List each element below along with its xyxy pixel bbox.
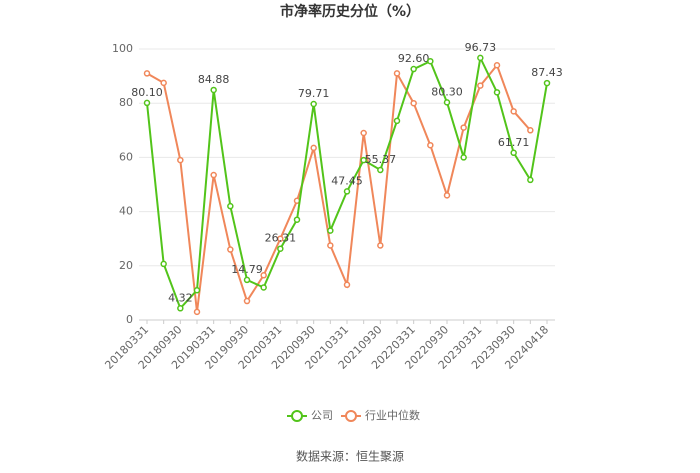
data-point [360,156,367,164]
data-point [510,108,517,115]
y-tick-label: 0 [126,313,133,326]
data-point [443,192,451,199]
data-label: 4.32 [168,291,193,304]
data-point [493,89,501,96]
data-point [260,272,267,279]
data-point [343,281,351,289]
y-tick-label: 60 [119,150,133,163]
data-point [310,100,317,108]
data-point [293,216,301,223]
data-point [543,79,551,87]
legend-label: 公司 [311,409,333,422]
data-label: 84.88 [198,73,230,86]
legend-swatch [291,410,303,422]
data-point [493,62,501,69]
series-line [146,63,532,312]
data-point [393,70,401,77]
data-point [460,124,467,131]
data-point [193,286,201,294]
data-point [160,260,167,268]
data-point [177,156,184,164]
data-point [260,284,267,291]
data-point [277,245,284,252]
data-point [477,82,484,89]
data-label: 14.79 [231,263,263,276]
data-point [227,202,234,210]
data-point [343,188,351,195]
data-point [410,99,417,107]
data-point [527,127,534,134]
data-point [510,149,517,157]
data-point [177,305,184,312]
data-label: 92.60 [398,52,430,65]
data-point [527,176,534,184]
data-point [277,235,284,242]
y-tick-label: 100 [112,42,133,55]
data-label: 47.45 [331,174,363,187]
data-label: 80.30 [431,85,463,98]
legend: 公司 行业中位数 [287,408,420,422]
source: 数据来源：恒生聚源 [296,449,404,464]
data-label: 79.71 [298,87,330,100]
chart-title: 市净率历史分位（%） [280,3,420,20]
data-point [427,141,434,149]
data-point [327,227,334,234]
data-point [210,86,217,94]
data-point [410,65,417,73]
data-point [143,70,151,77]
data-point [377,242,384,249]
data-point [443,99,451,106]
data-point [243,276,251,284]
data-point [227,246,234,253]
data-point [477,54,484,62]
data-point [360,129,367,137]
data-point [427,57,434,65]
data-label: 87.43 [531,66,563,79]
data-point [210,171,217,179]
data-label: 96.73 [465,41,497,54]
data-point [460,154,467,161]
data-point [243,297,251,305]
data-point [327,242,334,249]
data-point [143,99,151,107]
data-point [193,308,201,316]
data-label: 55.37 [365,153,397,166]
data-label: 80.10 [131,86,163,99]
data-label: 26.31 [265,232,297,245]
data-point [393,117,401,125]
data-point [310,144,317,152]
legend-swatch [345,410,357,422]
data-point [377,166,384,174]
data-point [160,79,167,87]
data-label: 61.71 [498,136,530,149]
legend-label: 行业中位数 [365,408,420,422]
y-tick-label: 20 [119,259,133,272]
y-tick-label: 80 [119,96,133,109]
y-tick-label: 40 [119,205,133,218]
